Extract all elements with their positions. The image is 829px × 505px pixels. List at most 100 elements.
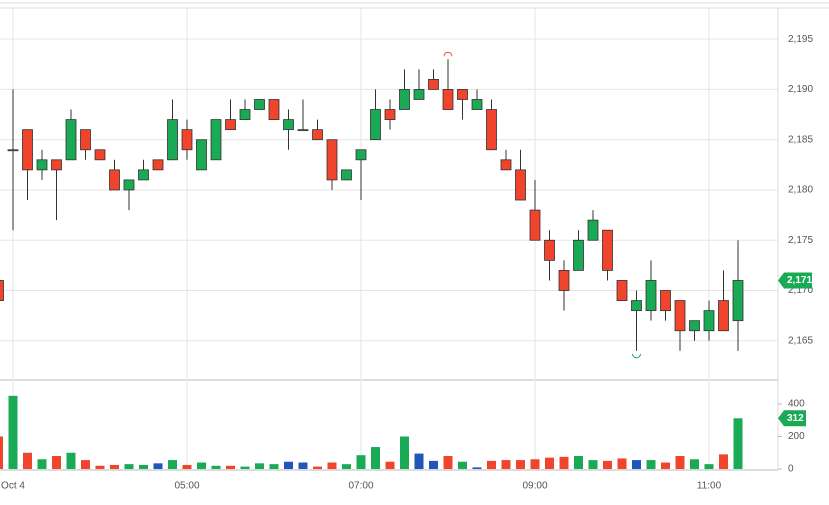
candle-body (210, 119, 222, 161)
candle-body (181, 129, 193, 151)
candle-body (544, 239, 555, 261)
candle-body (442, 89, 454, 110)
y-tick-label: 2,165 (788, 335, 813, 346)
volume-bar (139, 464, 148, 470)
volume-bar (211, 465, 221, 470)
candle-body (457, 89, 468, 100)
volume-bar (168, 460, 177, 470)
y-tick-label: 2,180 (788, 185, 813, 196)
volume-bar (675, 456, 685, 470)
candle-body (254, 99, 265, 110)
volume-bar (385, 461, 395, 470)
candle-body (587, 219, 599, 241)
volume-bar (255, 463, 264, 470)
last-volume-tag (778, 410, 806, 427)
y-tick-label: 2,185 (788, 134, 813, 145)
candle-body (703, 310, 715, 332)
y2-tick-label: 400 (788, 399, 805, 410)
volume-bar (530, 459, 540, 470)
volume-bar (23, 452, 32, 470)
low-marker (632, 353, 641, 359)
volume-bar (327, 462, 337, 470)
volume-bar (487, 460, 496, 470)
candle-body (355, 149, 367, 161)
volume-bar (516, 460, 525, 470)
volume-bar (52, 456, 61, 470)
candle-body (645, 280, 657, 312)
y-tick-label: 2,190 (788, 84, 813, 95)
volume-bar (574, 456, 583, 470)
candle-body (718, 300, 729, 332)
volume-bar (81, 460, 90, 470)
candle-body (7, 149, 19, 152)
candle-body (196, 139, 207, 171)
candle-body (109, 169, 120, 191)
candle-body (689, 320, 700, 332)
y2-tick-label: 200 (788, 431, 805, 442)
candle-body (428, 78, 439, 90)
volume-bar (284, 461, 293, 470)
volume-bar (356, 455, 366, 470)
volume-bar (632, 460, 641, 470)
last-volume-label: 312 (787, 413, 804, 424)
candle-body (370, 109, 381, 141)
volume-bar (704, 464, 714, 470)
volume-bar (371, 447, 380, 470)
candle-body (486, 109, 497, 151)
volume-bar (110, 464, 119, 470)
volume-bar (0, 436, 3, 470)
candle-body (399, 89, 410, 110)
volume-bar (95, 465, 105, 470)
candle-body (631, 300, 642, 312)
y-tick-label: 2,170 (788, 285, 813, 296)
candle-body (268, 99, 280, 120)
candle-body (22, 129, 33, 171)
volume-bar (472, 467, 482, 470)
volume-bar (414, 453, 424, 470)
candle-body (341, 169, 352, 181)
candle-body (413, 89, 425, 100)
volume-bar (342, 464, 351, 470)
x-tick-label: 09:00 (522, 481, 547, 492)
volume-bar (501, 460, 511, 470)
candle-body (384, 109, 396, 120)
volume-bar (240, 466, 250, 470)
volume-bar (429, 460, 438, 470)
last-price-label: 2,171 (787, 275, 812, 286)
volume-bar (588, 460, 598, 470)
volume-bar (646, 460, 656, 470)
x-tick-label: 07:00 (348, 481, 373, 492)
candle-body (138, 169, 149, 181)
candle-body (732, 280, 744, 322)
candle-body (500, 159, 512, 171)
y-tick-label: 2,175 (788, 235, 813, 246)
y2-tick-label: 0 (788, 464, 794, 475)
x-tick-label: 11:00 (697, 481, 722, 492)
candle-body (660, 290, 671, 312)
x-tick-label: Oct 4 (1, 481, 25, 492)
candle-body (167, 119, 178, 161)
volume-bar (298, 462, 308, 470)
volume-bar (545, 457, 554, 470)
candle-body (239, 109, 251, 120)
candle-body (573, 239, 584, 271)
volume-bar (443, 456, 453, 470)
volume-bar (661, 462, 670, 470)
volume-bar (197, 462, 206, 470)
candle-body (0, 280, 4, 301)
volume-bar (690, 459, 699, 470)
candle-body (51, 159, 62, 171)
x-tick-label: 05:00 (174, 481, 199, 492)
candle-body (123, 179, 135, 191)
candle-body (326, 139, 338, 181)
volume-bar (124, 464, 134, 470)
candle-body (36, 159, 48, 171)
volume-bar (719, 454, 728, 470)
candle-body (602, 229, 613, 271)
candle-body (312, 129, 323, 141)
candle-body (65, 119, 77, 161)
volume-bar (313, 466, 322, 470)
candle-body (225, 119, 236, 131)
candle-body (297, 129, 309, 132)
